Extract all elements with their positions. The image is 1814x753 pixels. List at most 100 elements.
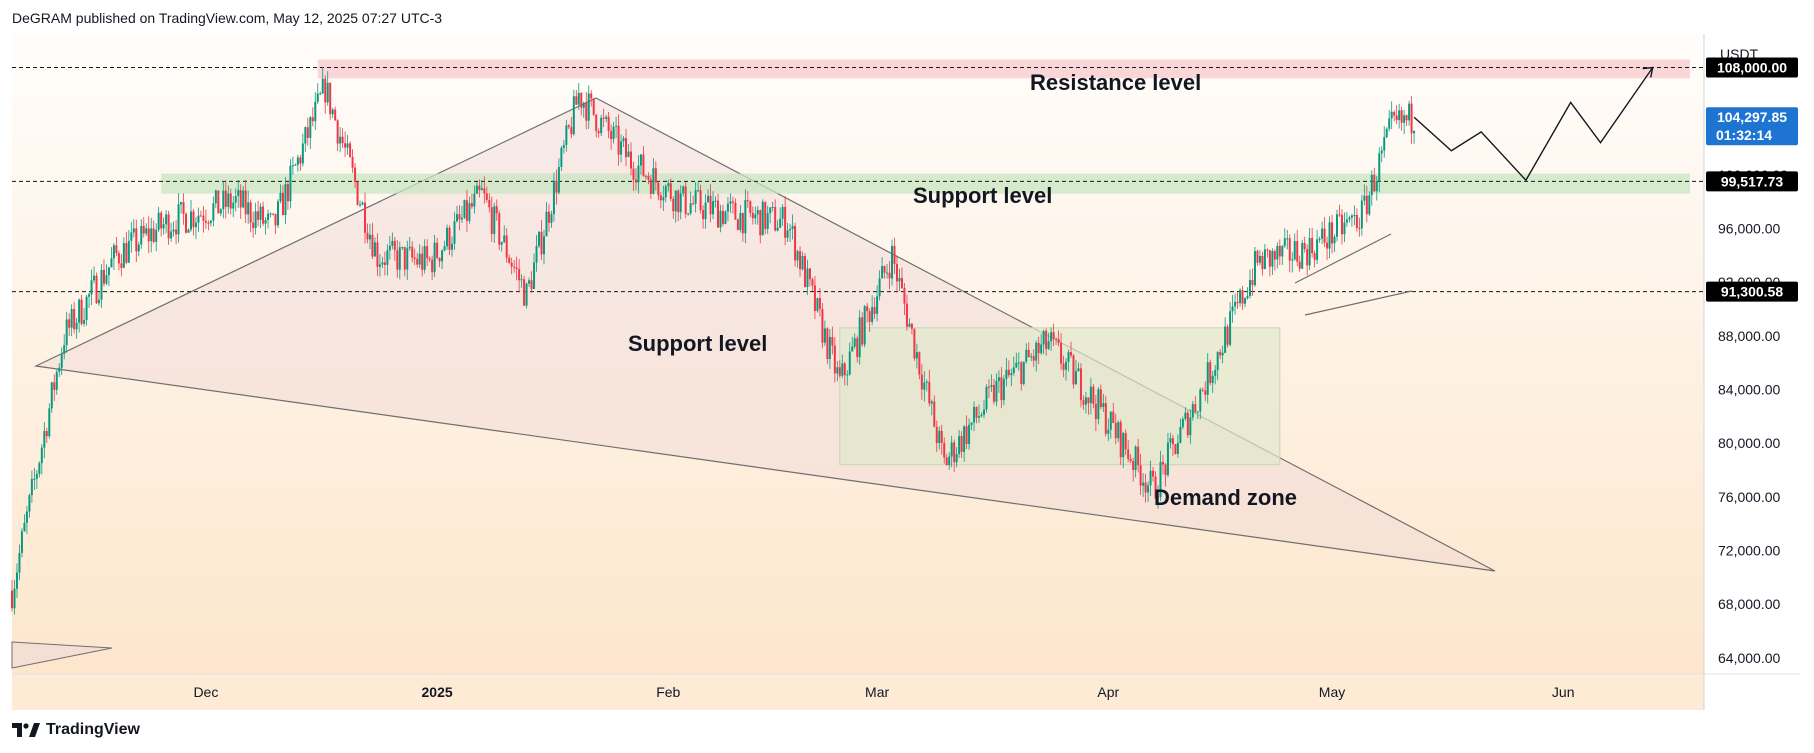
candle xyxy=(769,206,772,224)
candle xyxy=(1216,351,1219,381)
candle xyxy=(78,298,81,333)
candle-body xyxy=(383,262,386,265)
candle xyxy=(30,470,33,503)
candle xyxy=(1236,291,1239,309)
candle xyxy=(254,202,257,235)
candle xyxy=(577,83,580,110)
candle-body xyxy=(1134,446,1137,470)
candle-body xyxy=(818,298,821,309)
candle xyxy=(38,461,41,478)
candle xyxy=(209,219,212,227)
candle-body xyxy=(227,193,230,207)
candle-body xyxy=(851,346,854,352)
candle-body xyxy=(719,210,722,228)
support-upper-price-label[interactable]: 99,517.73 xyxy=(1706,171,1798,192)
candle-body xyxy=(152,228,155,242)
candle xyxy=(1400,106,1403,131)
candle-body xyxy=(1055,338,1058,340)
candle xyxy=(500,241,503,252)
candle xyxy=(565,119,568,152)
candle-body xyxy=(838,367,841,376)
candle xyxy=(1283,228,1286,248)
time-tick-label: Dec xyxy=(193,684,218,700)
candle xyxy=(597,128,600,138)
candle xyxy=(647,172,650,185)
candle xyxy=(460,206,463,223)
candle xyxy=(1060,333,1063,370)
candle-body xyxy=(411,246,414,258)
candle-body xyxy=(1313,253,1316,260)
candle-body xyxy=(1308,237,1311,266)
candle xyxy=(264,217,267,235)
time-axis-area[interactable] xyxy=(12,674,1704,710)
candle xyxy=(475,181,478,195)
candle-body xyxy=(709,195,712,215)
candle xyxy=(1380,146,1383,163)
price-tick-label: 80,000.00 xyxy=(1718,435,1780,451)
candle xyxy=(75,317,78,339)
candle-body xyxy=(1229,311,1232,345)
resistance-price-label[interactable]: 108,000.00 xyxy=(1706,57,1798,78)
candle-body xyxy=(135,228,138,252)
candle-body xyxy=(530,280,533,289)
candle-body xyxy=(714,200,717,202)
candle-body xyxy=(948,456,951,466)
candle-body xyxy=(741,213,744,234)
candle-body xyxy=(1176,442,1179,454)
candle-body xyxy=(403,247,406,270)
candle xyxy=(674,190,677,223)
candle-body xyxy=(1020,362,1023,384)
candle xyxy=(846,370,849,386)
candle xyxy=(1107,418,1110,441)
candle xyxy=(455,205,458,223)
candle xyxy=(707,189,710,203)
candle-body xyxy=(1335,214,1338,237)
candle xyxy=(361,201,364,206)
candle xyxy=(187,228,190,233)
price-axis-area[interactable] xyxy=(1704,34,1800,710)
candle xyxy=(572,89,575,136)
candle-body xyxy=(963,426,966,452)
candle xyxy=(963,425,966,462)
candle-body xyxy=(194,222,197,228)
candle-body xyxy=(634,179,637,183)
candle-body xyxy=(175,229,178,235)
candle xyxy=(905,294,908,331)
candle xyxy=(1363,184,1366,206)
candle xyxy=(615,116,618,139)
candle xyxy=(982,400,985,419)
last-price-price-label[interactable]: 104,297.85 01:32:14 xyxy=(1706,107,1798,146)
candle-body xyxy=(107,267,110,276)
candle-body xyxy=(38,463,41,474)
candle-body xyxy=(1241,290,1244,304)
candle-body xyxy=(60,353,63,368)
candle-body xyxy=(1350,215,1353,218)
candle-body xyxy=(895,264,898,282)
candle xyxy=(1286,229,1289,250)
tradingview-footer[interactable]: TradingView xyxy=(12,721,140,739)
candle-body xyxy=(1152,470,1155,477)
candle xyxy=(150,217,153,253)
candle-body xyxy=(448,227,451,250)
candle-body xyxy=(70,309,73,328)
candle-body xyxy=(615,125,618,127)
candle-body xyxy=(334,109,337,121)
support-lower-price-label[interactable]: 91,300.58 xyxy=(1706,281,1798,302)
candle-body xyxy=(1316,239,1319,260)
candle xyxy=(818,287,821,317)
candle xyxy=(1035,340,1038,372)
candle-body xyxy=(1248,280,1251,297)
candle-body xyxy=(110,258,113,268)
candle-body xyxy=(344,143,347,148)
candle-body xyxy=(132,228,135,233)
candle xyxy=(1241,285,1244,310)
candle-body xyxy=(654,168,657,183)
candle-body xyxy=(1408,103,1411,121)
candle-body xyxy=(1129,458,1132,462)
candle-body xyxy=(749,201,752,213)
candle xyxy=(401,246,404,251)
candle-body xyxy=(1117,422,1120,439)
candle xyxy=(1393,110,1396,122)
candle-body xyxy=(717,200,720,228)
